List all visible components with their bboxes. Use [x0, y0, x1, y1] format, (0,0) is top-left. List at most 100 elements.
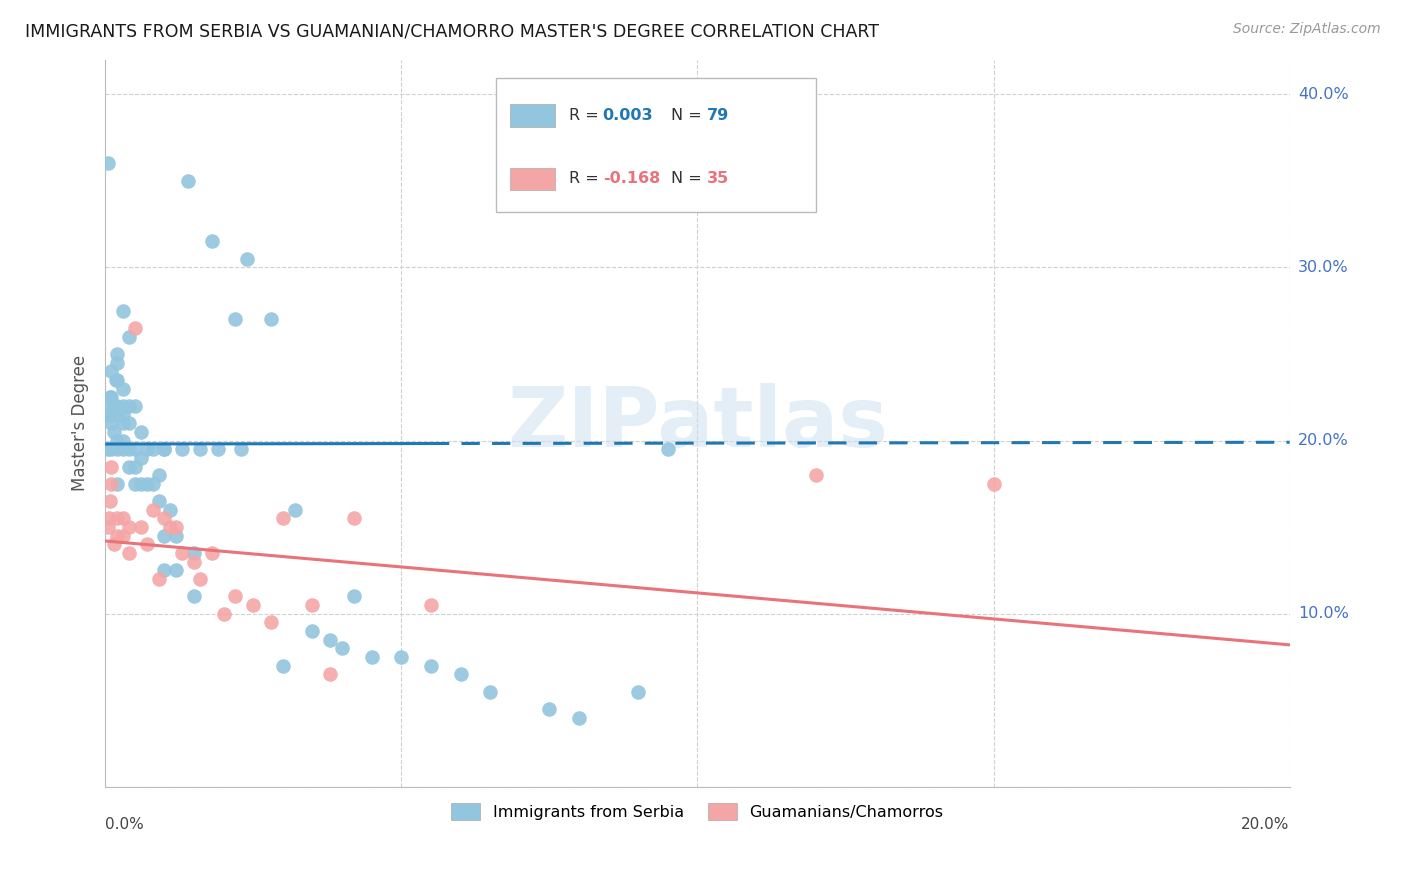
Point	[224, 312, 246, 326]
Bar	[510, 168, 555, 190]
Point	[111, 529, 134, 543]
Point	[100, 416, 122, 430]
Point	[142, 503, 165, 517]
Point	[319, 632, 342, 647]
Text: R =: R =	[569, 171, 605, 186]
Point	[97, 442, 120, 457]
Point	[105, 408, 128, 422]
Point	[100, 442, 122, 457]
Point	[129, 520, 152, 534]
Point	[183, 546, 205, 560]
Point	[159, 503, 181, 517]
Point	[153, 442, 176, 457]
Point	[284, 503, 307, 517]
Point	[330, 641, 353, 656]
Text: ZIPatlas: ZIPatlas	[508, 383, 889, 464]
Point	[111, 303, 134, 318]
Point	[111, 434, 134, 448]
Point	[111, 442, 134, 457]
Point	[105, 442, 128, 457]
Point	[188, 442, 211, 457]
Point	[343, 590, 366, 604]
Point	[105, 399, 128, 413]
Point	[627, 684, 650, 698]
Point	[129, 425, 152, 439]
Y-axis label: Master's Degree: Master's Degree	[72, 355, 89, 491]
Point	[148, 572, 170, 586]
Point	[419, 658, 441, 673]
Point	[105, 511, 128, 525]
Text: R =: R =	[569, 108, 605, 123]
Point	[97, 520, 120, 534]
Point	[118, 416, 141, 430]
Point	[135, 442, 157, 457]
Text: N =: N =	[671, 171, 707, 186]
Text: Source: ZipAtlas.com: Source: ZipAtlas.com	[1233, 22, 1381, 37]
Text: -0.168: -0.168	[603, 171, 659, 186]
Point	[450, 667, 472, 681]
Point	[105, 356, 128, 370]
Point	[104, 373, 127, 387]
Point	[419, 598, 441, 612]
Point	[124, 321, 146, 335]
Point	[100, 408, 122, 422]
Point	[260, 312, 283, 326]
Point	[118, 459, 141, 474]
Point	[153, 511, 176, 525]
Point	[183, 555, 205, 569]
Point	[98, 390, 121, 404]
Point	[201, 235, 224, 249]
Point	[343, 511, 366, 525]
Point	[103, 399, 125, 413]
Point	[124, 476, 146, 491]
Point	[105, 434, 128, 448]
Text: 35: 35	[707, 171, 730, 186]
Point	[159, 520, 181, 534]
Point	[260, 615, 283, 630]
Point	[236, 252, 259, 266]
Text: 20.0%: 20.0%	[1241, 817, 1289, 832]
Text: 30.0%: 30.0%	[1298, 260, 1348, 275]
Point	[568, 710, 591, 724]
Point	[301, 598, 323, 612]
Point	[148, 494, 170, 508]
Point	[142, 476, 165, 491]
Point	[172, 546, 194, 560]
Point	[97, 156, 120, 170]
Point	[231, 442, 253, 457]
Point	[319, 667, 342, 681]
Point	[142, 442, 165, 457]
Point	[124, 399, 146, 413]
Point	[105, 529, 128, 543]
Text: 0.003: 0.003	[603, 108, 654, 123]
Point	[111, 416, 134, 430]
Point	[118, 546, 141, 560]
Point	[118, 520, 141, 534]
Point	[111, 408, 134, 422]
Point	[135, 476, 157, 491]
Point	[105, 347, 128, 361]
Point	[118, 329, 141, 343]
Point	[212, 607, 235, 621]
Point	[100, 399, 122, 413]
Point	[111, 399, 134, 413]
Text: 79: 79	[707, 108, 730, 123]
Point	[100, 459, 122, 474]
Point	[105, 476, 128, 491]
Point	[100, 364, 122, 378]
Point	[177, 174, 200, 188]
Point	[188, 572, 211, 586]
Point	[172, 442, 194, 457]
Text: 0.0%: 0.0%	[105, 817, 143, 832]
Point	[153, 442, 176, 457]
Point	[538, 702, 561, 716]
Point	[118, 442, 141, 457]
Point	[389, 650, 412, 665]
Point	[124, 459, 146, 474]
Point	[129, 476, 152, 491]
Point	[271, 511, 294, 525]
Point	[201, 546, 224, 560]
Point	[111, 382, 134, 396]
Bar	[510, 104, 555, 127]
Text: N =: N =	[671, 108, 707, 123]
